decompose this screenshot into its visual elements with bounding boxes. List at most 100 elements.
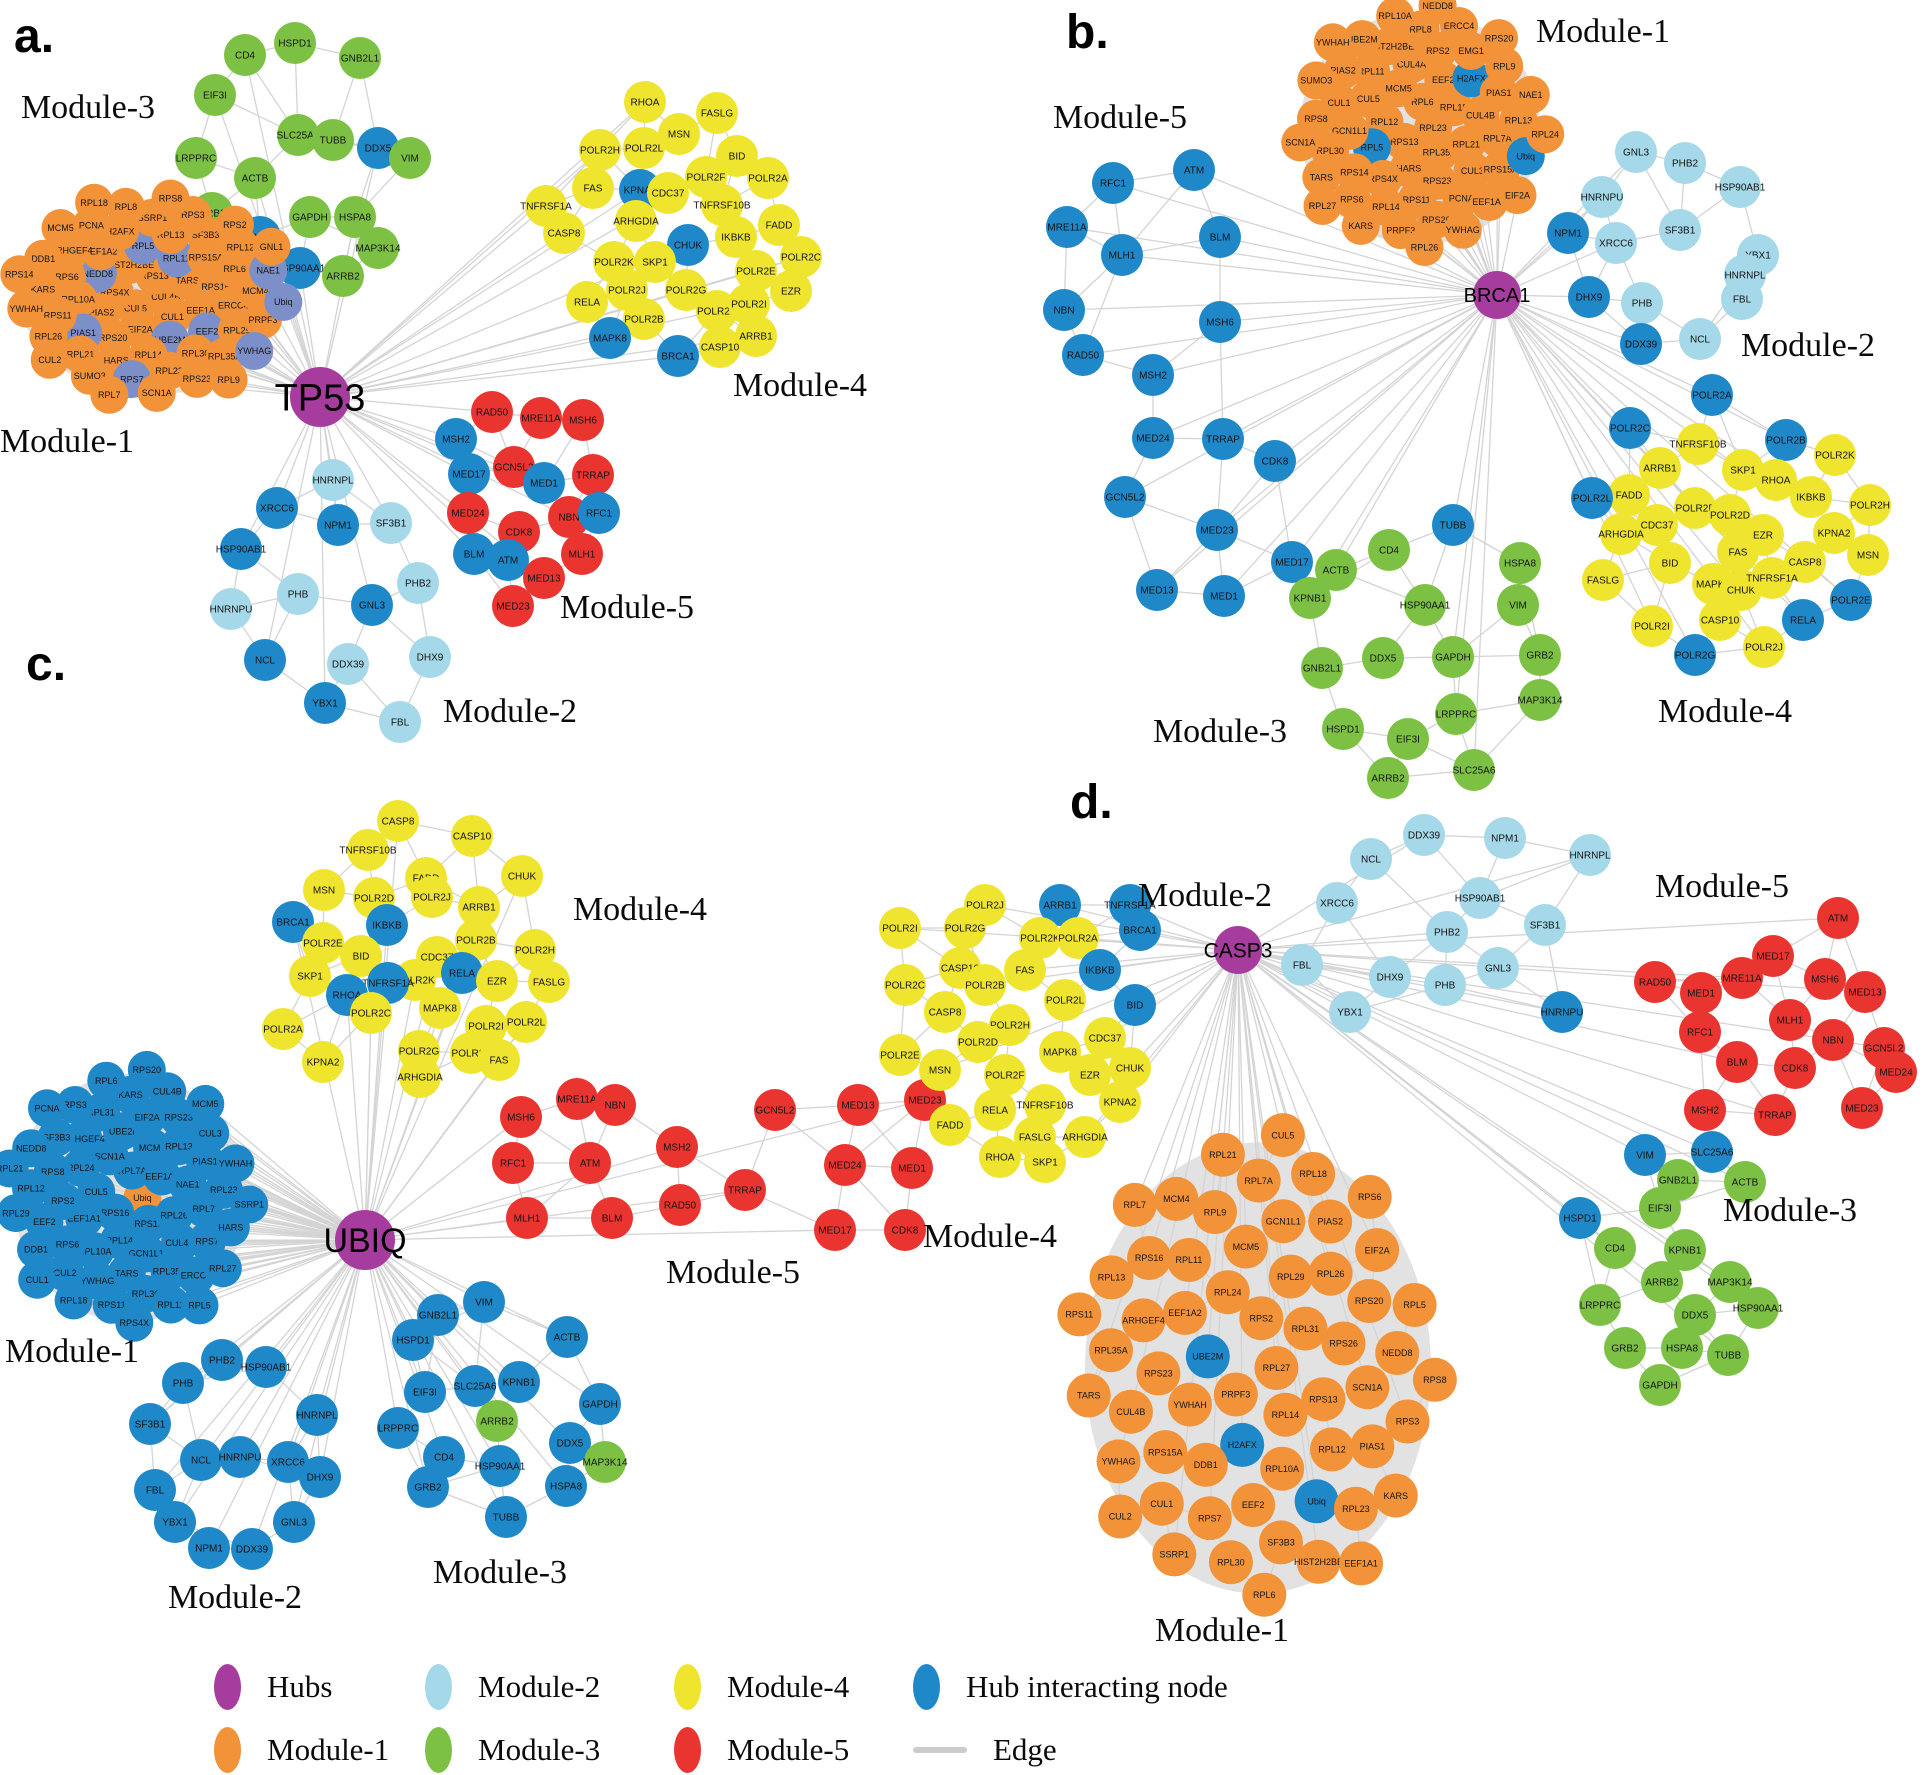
gene-node-HSP90AA1[interactable]: HSP90AA1	[475, 1445, 526, 1487]
gene-node-CASP8[interactable]: CASP8	[543, 212, 585, 254]
gene-node-CUL1[interactable]: CUL1	[18, 1260, 57, 1299]
gene-node-RPL27[interactable]: RPL27	[203, 1249, 242, 1288]
gene-node-YBX1[interactable]: YBX1	[304, 682, 346, 724]
gene-node-POLR2L[interactable]: POLR2L	[1044, 979, 1086, 1021]
gene-node-FBL[interactable]: FBL	[1281, 944, 1323, 986]
gene-node-MED1[interactable]: MED1	[1203, 575, 1245, 617]
gene-node-GNL3[interactable]: GNL3	[273, 1501, 315, 1543]
gene-node-CDC37[interactable]: CDC37	[1636, 504, 1678, 546]
gene-node-PHB2[interactable]: PHB2	[1664, 142, 1706, 184]
gene-node-POLR2C[interactable]: POLR2C	[350, 992, 392, 1034]
gene-node-XRCC6[interactable]: XRCC6	[256, 487, 298, 529]
gene-node-GAPDH[interactable]: GAPDH	[1432, 636, 1474, 678]
gene-node-MED1[interactable]: MED1	[1680, 972, 1722, 1014]
gene-node-NCL[interactable]: NCL	[244, 639, 286, 681]
gene-node-POLR2I[interactable]: POLR2I	[1631, 605, 1673, 647]
gene-node-RELA[interactable]: RELA	[974, 1089, 1016, 1131]
gene-node-CDK8[interactable]: CDK8	[1774, 1047, 1816, 1089]
gene-node-MED24[interactable]: MED24	[1875, 1051, 1917, 1093]
gene-node-RPL9[interactable]: RPL9	[209, 360, 248, 399]
gene-node-BRCA1[interactable]: BRCA1	[657, 335, 699, 377]
gene-node-XRCC6[interactable]: XRCC6	[1316, 882, 1358, 924]
gene-node-CD4[interactable]: CD4	[1594, 1227, 1636, 1269]
gene-node-GCN1L1[interactable]: GCN1L1	[1261, 1199, 1306, 1244]
gene-node-YWHAG[interactable]: YWHAG	[1443, 210, 1482, 249]
gene-node-POLR2A[interactable]: POLR2A	[1691, 374, 1733, 416]
hub-node-brca1[interactable]: BRCA1	[1464, 271, 1531, 319]
gene-node-POLR2I[interactable]: POLR2I	[879, 907, 921, 949]
gene-node-VIM[interactable]: VIM	[389, 137, 431, 179]
gene-node-RPS15A[interactable]: RPS15A	[1143, 1430, 1188, 1475]
gene-node-DDX39[interactable]: DDX39	[1620, 323, 1662, 365]
gene-node-DHX9[interactable]: DHX9	[1568, 276, 1610, 318]
gene-node-MRE11A[interactable]: MRE11A	[520, 397, 562, 439]
gene-node-POLR2L[interactable]: POLR2L	[505, 1001, 547, 1043]
gene-node-RFC1[interactable]: RFC1	[578, 492, 620, 534]
gene-node-EIF3I[interactable]: EIF3I	[194, 74, 236, 116]
gene-node-RPS11[interactable]: RPS11	[1057, 1292, 1102, 1337]
gene-node-SF3B1[interactable]: SF3B1	[1659, 209, 1701, 251]
gene-node-MED23[interactable]: MED23	[1196, 509, 1238, 551]
gene-node-GNL3[interactable]: GNL3	[351, 584, 393, 626]
gene-node-GNL1[interactable]: GNL1	[252, 227, 291, 266]
gene-node-POLR2G[interactable]: POLR2G	[944, 907, 986, 949]
gene-node-MSN[interactable]: MSN	[919, 1049, 961, 1091]
gene-node-RFC1[interactable]: RFC1	[492, 1142, 534, 1184]
gene-node-RPL7A[interactable]: RPL7A	[1236, 1158, 1281, 1203]
gene-node-RPS20[interactable]: RPS20	[1347, 1279, 1392, 1323]
gene-node-TRRAP[interactable]: TRRAP	[724, 1169, 766, 1211]
gene-node-RHOA[interactable]: RHOA	[624, 81, 666, 123]
gene-node-VIM[interactable]: VIM	[463, 1281, 505, 1323]
gene-node-MED24[interactable]: MED24	[447, 492, 489, 534]
gene-node-POLR2A[interactable]: POLR2A	[747, 157, 789, 199]
gene-node-RFC1[interactable]: RFC1	[1679, 1011, 1721, 1053]
gene-node-MSH6[interactable]: MSH6	[562, 399, 604, 441]
gene-node-MED1[interactable]: MED1	[523, 462, 565, 504]
gene-node-YWHAH[interactable]: YWHAH	[1313, 23, 1352, 62]
gene-node-RPL10A[interactable]: RPL10A	[1260, 1446, 1305, 1491]
gene-node-CUL2[interactable]: CUL2	[30, 340, 69, 379]
gene-node-POLR2H[interactable]: POLR2H	[579, 129, 621, 171]
gene-node-RPL31[interactable]: RPL31	[1283, 1306, 1328, 1351]
gene-node-RPS23[interactable]: RPS23	[1136, 1351, 1181, 1396]
gene-node-ATM[interactable]: ATM	[569, 1142, 611, 1184]
gene-node-SCN1A[interactable]: SCN1A	[1345, 1365, 1390, 1410]
gene-node-PIAS2[interactable]: PIAS2	[1308, 1199, 1353, 1244]
gene-node-KPNB1[interactable]: KPNB1	[498, 1361, 540, 1403]
gene-node-EIF3I[interactable]: EIF3I	[1639, 1187, 1681, 1229]
gene-node-LRPPRC[interactable]: LRPPRC	[175, 137, 217, 179]
gene-node-ARRB2[interactable]: ARRB2	[476, 1400, 518, 1442]
gene-node-POLR2A[interactable]: POLR2A	[262, 1008, 304, 1050]
gene-node-YWHAG[interactable]: YWHAG	[1096, 1439, 1141, 1484]
gene-node-EZR[interactable]: EZR	[476, 960, 518, 1002]
gene-node-SKP1[interactable]: SKP1	[1024, 1141, 1066, 1183]
gene-node-EIF3I[interactable]: EIF3I	[1387, 718, 1429, 760]
gene-node-FASLG[interactable]: FASLG	[1582, 559, 1624, 601]
gene-node-POLR2E[interactable]: POLR2E	[879, 1034, 921, 1076]
gene-node-MED17[interactable]: MED17	[448, 453, 490, 495]
gene-node-SSRP1[interactable]: SSRP1	[230, 1185, 269, 1224]
gene-node-TRRAP[interactable]: TRRAP	[1202, 418, 1244, 460]
gene-node-NCL[interactable]: NCL	[1679, 318, 1721, 360]
gene-node-DDX39[interactable]: DDX39	[231, 1528, 273, 1570]
gene-node-POLR2K[interactable]: POLR2K	[1814, 434, 1856, 476]
gene-node-RAD50[interactable]: RAD50	[471, 391, 513, 433]
gene-node-DDB1[interactable]: DDB1	[1183, 1442, 1228, 1487]
gene-node-GCN5L2[interactable]: GCN5L2	[754, 1089, 796, 1131]
gene-node-PHB[interactable]: PHB	[162, 1362, 204, 1404]
gene-node-MED23[interactable]: MED23	[492, 585, 534, 627]
gene-node-RPL11[interactable]: RPL11	[1166, 1238, 1211, 1282]
gene-node-RHOA[interactable]: RHOA	[979, 1136, 1021, 1178]
gene-node-PHB[interactable]: PHB	[277, 573, 319, 615]
gene-node-HSP90AB1[interactable]: HSP90AB1	[1715, 166, 1766, 208]
gene-node-MCM5[interactable]: MCM5	[1223, 1224, 1268, 1269]
gene-node-VIM[interactable]: VIM	[1497, 584, 1539, 626]
gene-node-EZR[interactable]: EZR	[770, 270, 812, 312]
hub-node-ubiq[interactable]: UBIQ	[323, 1210, 407, 1270]
gene-node-TUBB[interactable]: TUBB	[1707, 1334, 1749, 1376]
gene-node-RPL18[interactable]: RPL18	[75, 183, 114, 222]
hub-node-casp3[interactable]: CASP3	[1204, 926, 1273, 974]
gene-node-PRPF3[interactable]: PRPF3	[1213, 1372, 1258, 1417]
gene-node-RPL23[interactable]: RPL23	[1333, 1486, 1378, 1531]
gene-node-DDX5[interactable]: DDX5	[1362, 637, 1404, 679]
